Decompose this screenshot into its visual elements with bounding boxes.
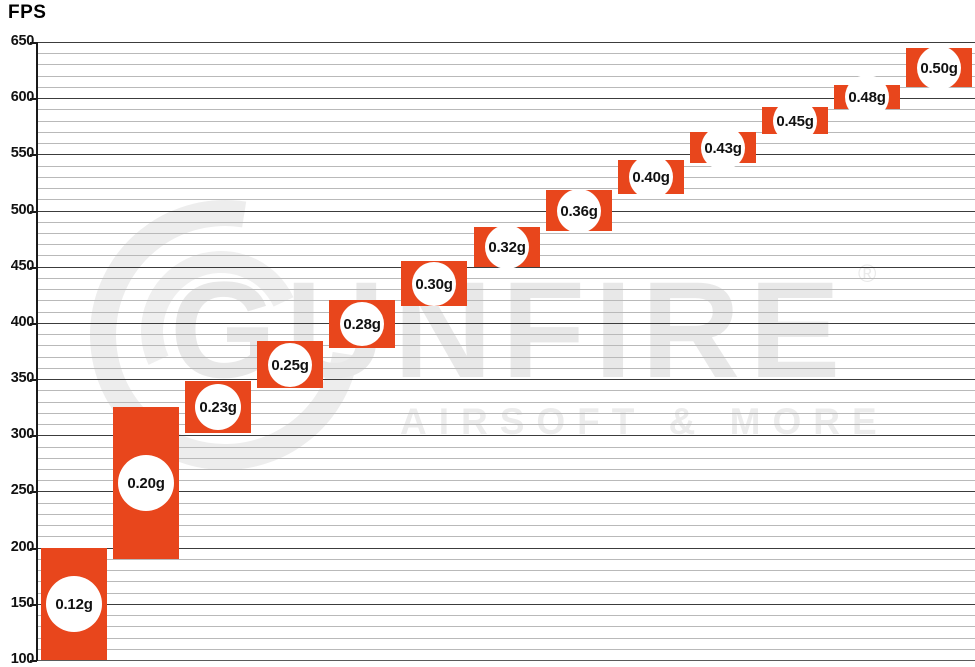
y-axis-tick <box>30 604 37 606</box>
gridline-major <box>38 323 975 324</box>
gridline-minor <box>38 53 975 54</box>
watermark-tagline: AIRSOFT & MORE <box>400 401 889 442</box>
y-axis-tick-label: 300 <box>10 426 35 443</box>
y-axis-tick-label: 250 <box>10 482 35 499</box>
gridline-minor <box>38 447 975 448</box>
gridline-minor <box>38 424 975 425</box>
gridline-minor <box>38 166 975 167</box>
gridline-minor <box>38 413 975 414</box>
gridline-minor <box>38 87 975 88</box>
bar-value-label: 0.28g <box>340 302 384 346</box>
gridline-minor <box>38 109 975 110</box>
gridline-major <box>38 435 975 436</box>
plot-area: GUNFIRE ® AIRSOFT & MORE 0.12g 0.20g 0.23g… <box>38 42 975 660</box>
gridline-minor <box>38 469 975 470</box>
y-axis-tick-label: 100 <box>10 651 35 667</box>
gridline-minor <box>38 536 975 537</box>
y-axis-line <box>36 42 38 661</box>
y-axis-tick-label: 600 <box>10 89 35 106</box>
gridline-minor <box>38 345 975 346</box>
gridline-minor <box>38 222 975 223</box>
gridline-minor <box>38 143 975 144</box>
gridline-major <box>38 491 975 492</box>
gridline-minor <box>38 289 975 290</box>
y-axis-tick <box>30 42 37 44</box>
y-axis-tick-label: 150 <box>10 594 35 611</box>
y-axis-tick <box>30 154 37 156</box>
y-axis-tick <box>30 267 37 269</box>
y-axis-tick-label: 550 <box>10 145 35 162</box>
gridline-minor <box>38 402 975 403</box>
gridline-minor <box>38 593 975 594</box>
gridline-minor <box>38 480 975 481</box>
bar-value-label: 0.45g <box>773 99 817 143</box>
bar-value-label: 0.25g <box>268 343 312 387</box>
gridline-minor <box>38 581 975 582</box>
watermark-registered-mark: ® <box>858 260 877 288</box>
bar-value-label: 0.50g <box>917 46 961 90</box>
gridline-minor <box>38 615 975 616</box>
gridline-minor <box>38 638 975 639</box>
gridline-major <box>38 42 975 43</box>
gridline-minor <box>38 121 975 122</box>
bar-value-label: 0.20g <box>118 455 174 511</box>
y-axis-tick <box>30 98 37 100</box>
gridline-minor <box>38 357 975 358</box>
gridline-minor <box>38 300 975 301</box>
y-axis-tick <box>30 660 37 662</box>
bar-value-label: 0.32g <box>485 225 529 269</box>
gridline-major <box>38 154 975 155</box>
gridline-minor <box>38 525 975 526</box>
gridline-minor <box>38 570 975 571</box>
gridline-major <box>38 548 975 549</box>
y-axis-tick <box>30 548 37 550</box>
gridline-minor <box>38 132 975 133</box>
bar-value-label: 0.43g <box>701 126 745 170</box>
gridline-minor <box>38 64 975 65</box>
gridline-major <box>38 98 975 99</box>
gridline-minor <box>38 278 975 279</box>
gridline-minor <box>38 199 975 200</box>
y-axis-tick <box>30 435 37 437</box>
gridline-minor <box>38 177 975 178</box>
gridline-minor <box>38 514 975 515</box>
y-axis-tick-label: 200 <box>10 538 35 555</box>
gridline-minor <box>38 188 975 189</box>
bar-value-label: 0.30g <box>412 262 456 306</box>
y-axis-tick <box>30 323 37 325</box>
gridline-major <box>38 379 975 380</box>
gridline-minor <box>38 503 975 504</box>
bar-value-label: 0.40g <box>629 155 673 199</box>
bar-value-label: 0.36g <box>557 189 601 233</box>
page-title: FPS <box>8 2 47 23</box>
y-axis-tick-label: 350 <box>10 370 35 387</box>
gridline-minor <box>38 626 975 627</box>
gridline-minor <box>38 390 975 391</box>
gridline-minor <box>38 458 975 459</box>
y-axis-tick-label: 500 <box>10 201 35 218</box>
bar-value-label: 0.23g <box>195 384 241 430</box>
gridline-minor <box>38 559 975 560</box>
y-axis-tick-label: 450 <box>10 257 35 274</box>
y-axis-tick <box>30 491 37 493</box>
y-axis-tick <box>30 211 37 213</box>
bar-value-label: 0.48g <box>845 75 889 119</box>
gridline-minor <box>38 76 975 77</box>
gridline-minor <box>38 368 975 369</box>
y-axis-tick <box>30 379 37 381</box>
y-axis-tick-label: 400 <box>10 313 35 330</box>
bar-value-label: 0.12g <box>46 576 102 632</box>
gridline-minor <box>38 334 975 335</box>
y-axis-tick-label: 650 <box>10 33 35 49</box>
gridline-major <box>38 211 975 212</box>
gridline-minor <box>38 649 975 650</box>
gridline-major <box>38 604 975 605</box>
gridline-minor <box>38 312 975 313</box>
watermark: GUNFIRE ® AIRSOFT & MORE <box>38 42 975 660</box>
